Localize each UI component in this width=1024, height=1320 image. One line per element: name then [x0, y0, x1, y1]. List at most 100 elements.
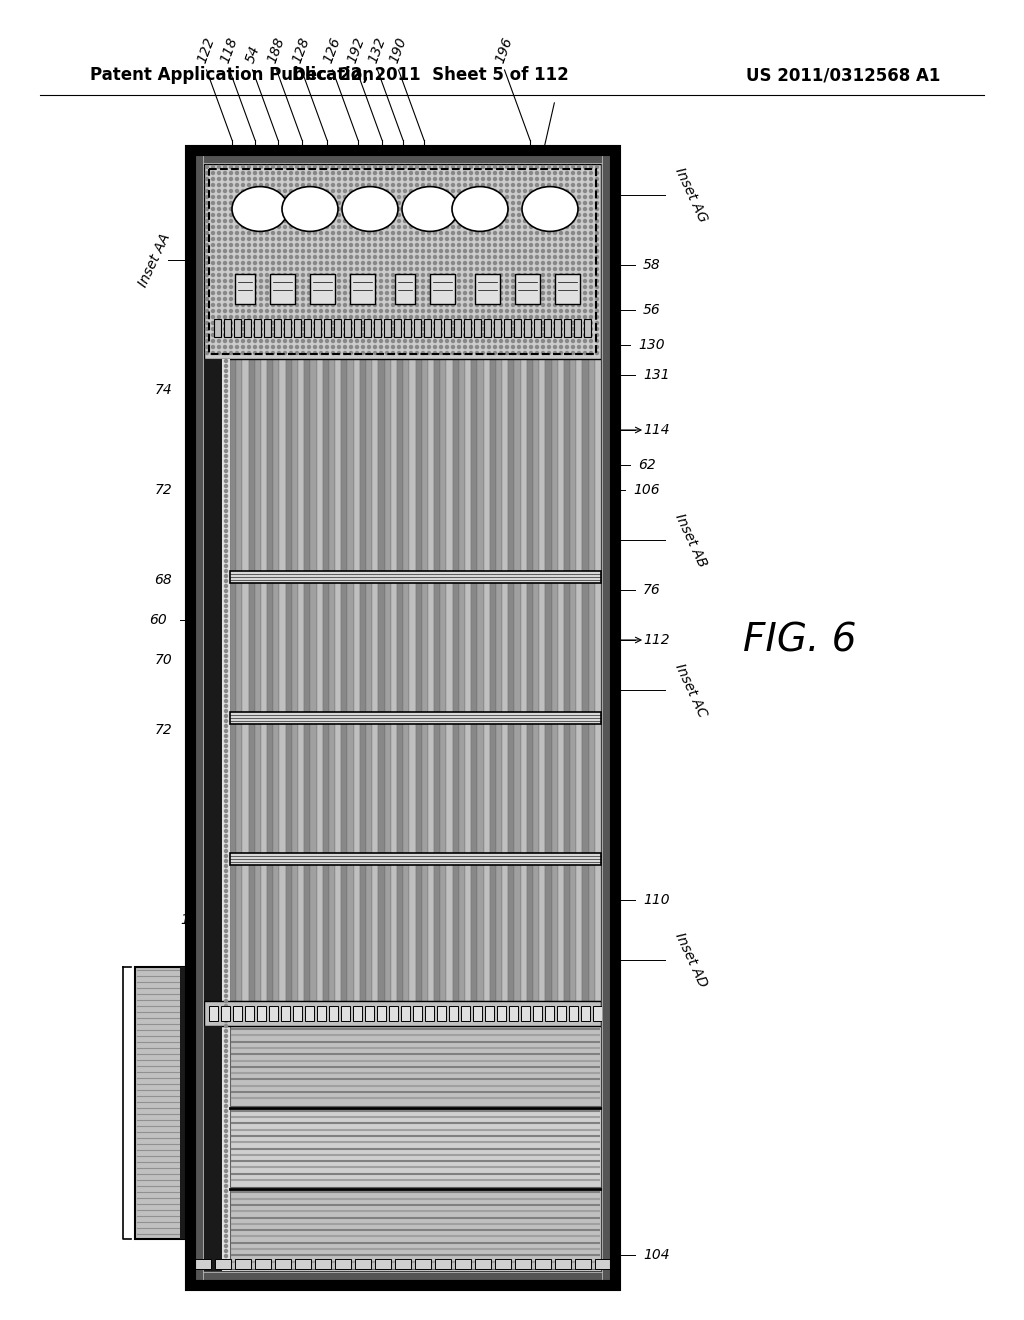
Circle shape	[559, 304, 562, 306]
Bar	[413, 1006, 422, 1020]
Circle shape	[271, 268, 274, 271]
Circle shape	[343, 231, 346, 235]
Circle shape	[224, 1114, 227, 1118]
Circle shape	[517, 273, 520, 276]
Circle shape	[554, 273, 556, 276]
Circle shape	[445, 304, 449, 306]
Circle shape	[296, 231, 299, 235]
Circle shape	[248, 327, 251, 330]
Circle shape	[224, 730, 227, 733]
Circle shape	[248, 256, 251, 259]
Circle shape	[391, 238, 394, 240]
Circle shape	[229, 327, 232, 330]
Circle shape	[224, 434, 227, 437]
Circle shape	[343, 249, 346, 252]
Circle shape	[374, 214, 377, 216]
Circle shape	[212, 172, 214, 174]
Circle shape	[307, 280, 310, 282]
Circle shape	[494, 165, 497, 169]
Circle shape	[307, 226, 310, 228]
Circle shape	[236, 195, 239, 198]
Circle shape	[439, 304, 442, 306]
Circle shape	[433, 292, 436, 294]
Circle shape	[326, 327, 329, 330]
Circle shape	[313, 322, 316, 325]
Circle shape	[506, 273, 509, 276]
Circle shape	[254, 207, 256, 210]
Circle shape	[224, 974, 227, 978]
Circle shape	[236, 226, 239, 228]
Circle shape	[224, 529, 227, 532]
Circle shape	[374, 351, 377, 355]
Bar	[520, 359, 526, 1001]
Circle shape	[445, 256, 449, 259]
Circle shape	[355, 256, 358, 259]
Circle shape	[452, 172, 455, 174]
Circle shape	[319, 231, 323, 235]
Circle shape	[313, 207, 316, 210]
Circle shape	[374, 322, 377, 325]
Circle shape	[548, 231, 551, 235]
Circle shape	[523, 231, 526, 235]
Circle shape	[319, 190, 323, 193]
Circle shape	[313, 280, 316, 282]
Circle shape	[224, 1200, 227, 1203]
Circle shape	[301, 249, 304, 252]
Circle shape	[596, 226, 598, 228]
Circle shape	[410, 195, 413, 198]
Text: Inset AH: Inset AH	[173, 990, 211, 1049]
Circle shape	[343, 280, 346, 282]
Circle shape	[361, 322, 365, 325]
Circle shape	[224, 590, 227, 593]
Circle shape	[523, 226, 526, 228]
Circle shape	[217, 297, 220, 301]
Circle shape	[391, 346, 394, 348]
Circle shape	[248, 214, 251, 216]
Circle shape	[290, 207, 293, 210]
Bar	[593, 1006, 602, 1020]
Circle shape	[284, 231, 287, 235]
Circle shape	[301, 268, 304, 271]
Circle shape	[265, 346, 268, 348]
Circle shape	[458, 219, 461, 223]
Circle shape	[481, 202, 484, 205]
Ellipse shape	[402, 186, 458, 231]
Circle shape	[542, 231, 545, 235]
Circle shape	[596, 190, 598, 193]
Circle shape	[296, 190, 299, 193]
Circle shape	[248, 172, 251, 174]
Circle shape	[571, 172, 574, 174]
Circle shape	[217, 243, 220, 247]
Circle shape	[487, 351, 490, 355]
Circle shape	[290, 226, 293, 228]
Circle shape	[326, 219, 329, 223]
Circle shape	[500, 165, 503, 169]
Circle shape	[229, 172, 232, 174]
Circle shape	[319, 351, 323, 355]
Circle shape	[506, 334, 509, 337]
Circle shape	[554, 214, 556, 216]
Circle shape	[529, 214, 532, 216]
Circle shape	[301, 219, 304, 223]
Circle shape	[416, 226, 419, 228]
Circle shape	[355, 190, 358, 193]
Circle shape	[224, 870, 227, 873]
Circle shape	[517, 261, 520, 264]
Circle shape	[319, 256, 323, 259]
Circle shape	[271, 207, 274, 210]
Circle shape	[542, 261, 545, 264]
Circle shape	[368, 172, 371, 174]
Circle shape	[542, 292, 545, 294]
Bar	[497, 1006, 506, 1020]
Circle shape	[338, 202, 341, 205]
Circle shape	[319, 285, 323, 289]
Circle shape	[206, 280, 209, 282]
Circle shape	[349, 268, 352, 271]
Circle shape	[343, 273, 346, 276]
Circle shape	[326, 273, 329, 276]
Bar	[449, 1006, 458, 1020]
Circle shape	[506, 195, 509, 198]
Circle shape	[223, 261, 226, 264]
Circle shape	[410, 165, 413, 169]
Circle shape	[506, 165, 509, 169]
